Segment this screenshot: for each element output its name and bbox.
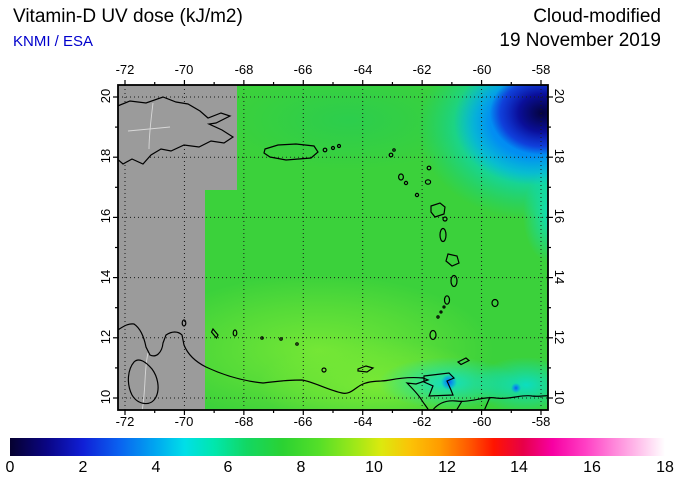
lat-tick-label: 20 — [98, 88, 113, 104]
lon-tick-label: -70 — [174, 414, 194, 429]
lon-tick-label: -66 — [293, 62, 313, 77]
lon-tick-label: -64 — [353, 62, 373, 77]
lat-tick-label: 18 — [552, 148, 567, 164]
blue-spot — [441, 374, 457, 390]
lon-tick-label: -60 — [472, 414, 492, 429]
lon-tick-label: -58 — [531, 62, 551, 77]
credit-label: KNMI / ESA — [13, 33, 94, 50]
lat-tick-label: 14 — [552, 269, 567, 285]
colorbar-gradient-bar — [10, 438, 665, 456]
lon-tick-label: -60 — [472, 62, 492, 77]
mode-label: Cloud-modified — [533, 6, 661, 27]
colorbar-tick-label: 2 — [78, 459, 88, 476]
map-data-layer — [118, 85, 548, 410]
cyan-wisp — [523, 167, 548, 263]
trinidad-island — [423, 372, 456, 397]
lon-tick-label: -62 — [412, 414, 432, 429]
lon-tick-label: -72 — [115, 414, 135, 429]
lon-tick-label: -70 — [174, 62, 194, 77]
lon-tick-label: -66 — [293, 414, 313, 429]
lat-tick-label: 20 — [552, 88, 567, 104]
blue-spot — [511, 383, 521, 393]
colorbar-tick-label: 16 — [583, 459, 601, 476]
colorbar-tick-label: 10 — [365, 459, 383, 476]
colorbar-tick-label: 12 — [438, 459, 456, 476]
lat-tick-label: 16 — [552, 208, 567, 224]
colorbar-tick-label: 6 — [223, 459, 233, 476]
lat-tick-label: 12 — [98, 329, 113, 345]
cyan-patch-southeast — [474, 357, 548, 410]
coastlines — [118, 96, 548, 410]
colorbar-tick-label: 14 — [510, 459, 528, 476]
axis-ticks — [113, 80, 553, 415]
colorbar-tick-label: 8 — [296, 459, 306, 476]
date-label: 19 November 2019 — [499, 30, 661, 51]
lon-tick-label: -72 — [115, 62, 135, 77]
page-title: Vitamin-D UV dose (kJ/m2) — [13, 6, 243, 27]
lat-tick-label: 10 — [98, 389, 113, 405]
south-america-coastline — [118, 323, 548, 410]
lat-tick-label: 16 — [98, 208, 113, 224]
cloud-low-dose-region — [418, 85, 548, 219]
lon-tick-label: -68 — [234, 62, 254, 77]
lon-tick-label: -64 — [353, 414, 373, 429]
hispaniola-island — [118, 96, 235, 165]
lesser-antilles-islands — [181, 148, 499, 373]
no-data-region — [118, 85, 237, 410]
lat-tick-label: 18 — [98, 148, 113, 164]
colorbar-tick-label: 18 — [656, 459, 674, 476]
colorbar — [10, 438, 665, 456]
colorbar-tick-label: 4 — [151, 459, 161, 476]
puerto-rico-island — [263, 143, 342, 161]
dose-teal-patch — [223, 85, 473, 170]
lon-tick-label: -68 — [234, 414, 254, 429]
lon-tick-label: -62 — [412, 62, 432, 77]
colorbar-tick-label: 0 — [5, 459, 15, 476]
lat-tick-label: 14 — [98, 269, 113, 285]
lake-maracaibo — [127, 359, 159, 405]
lat-tick-label: 12 — [552, 329, 567, 345]
lon-tick-label: -58 — [531, 414, 551, 429]
lat-tick-label: 10 — [552, 389, 567, 405]
